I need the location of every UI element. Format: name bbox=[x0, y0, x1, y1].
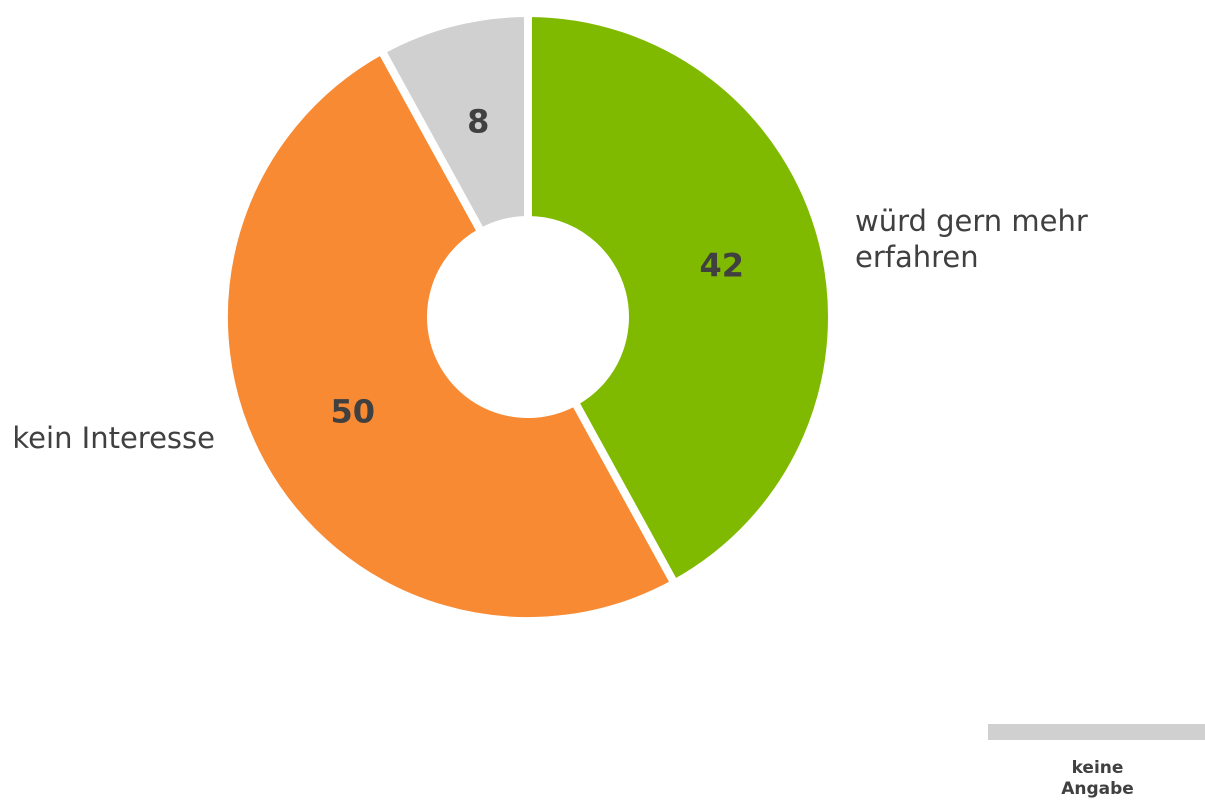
category-label: kein Interesse bbox=[12, 421, 215, 455]
legend-swatch bbox=[988, 724, 1205, 740]
legend-label: keine Angabe bbox=[1061, 758, 1134, 800]
donut-slice bbox=[219, 45, 680, 626]
data-label: 50 bbox=[330, 392, 375, 430]
donut-slice bbox=[376, 8, 532, 238]
data-label: 8 bbox=[467, 102, 489, 140]
donut-slice bbox=[524, 8, 836, 589]
category-label: würd gern mehr erfahren bbox=[855, 204, 1088, 275]
data-label: 42 bbox=[699, 246, 744, 284]
